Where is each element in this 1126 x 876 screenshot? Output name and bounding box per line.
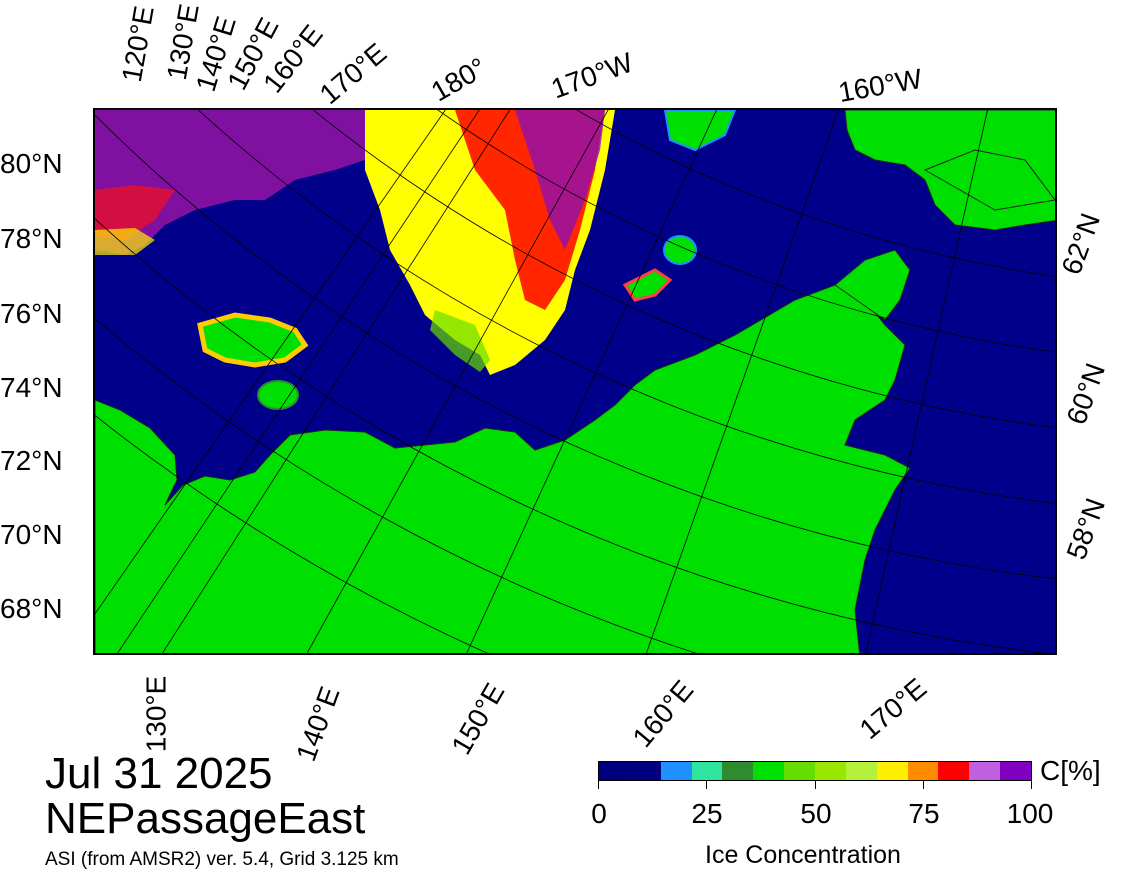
alaska-land-2 xyxy=(923,149,1055,211)
ice-north-right xyxy=(663,110,737,152)
central-ice-purple xyxy=(515,110,605,250)
lat-label-72n: 72°N xyxy=(0,445,63,476)
lat-label-76n: 76°N xyxy=(0,298,63,329)
colorbar-segment xyxy=(691,762,723,780)
colorbar-segment xyxy=(876,762,908,780)
lon-label-bottom-130e: 130°E xyxy=(140,675,172,753)
colorbar-segment xyxy=(753,762,785,780)
colorbar-tick-75: 75 xyxy=(908,798,940,829)
lat-label-58n: 58°N xyxy=(1060,494,1112,564)
colorbar-segment xyxy=(845,762,877,780)
ice-concentration-map xyxy=(93,108,1057,655)
arctic-ice-topleft xyxy=(95,110,415,255)
region-label: NEPassageEast xyxy=(45,794,366,843)
lat-label-80n: 80°N xyxy=(0,148,63,179)
arctic-ice-topleft-yellow xyxy=(95,228,155,255)
longitude-line xyxy=(95,110,446,615)
lat-label-78n: 78°N xyxy=(0,223,63,254)
lat-label-70n: 70°N xyxy=(0,519,63,550)
lon-label-bottom-140e: 140°E xyxy=(290,682,346,766)
lon-label-bottom-170e: 170°E xyxy=(853,672,933,746)
source-label: ASI (from AMSR2) ver. 5.4, Grid 3.125 km xyxy=(45,849,399,870)
colorbar-segment xyxy=(907,762,939,780)
colorbar-segment xyxy=(784,762,816,780)
colorbar-unit: C[%] xyxy=(1040,755,1101,786)
colorbar-segment xyxy=(629,762,661,780)
siberia-land xyxy=(95,284,911,653)
graticule xyxy=(95,110,1055,653)
colorbar-segment xyxy=(1000,762,1032,780)
lon-label-180: 180° xyxy=(425,51,492,108)
longitude-line xyxy=(117,110,480,653)
colorbar xyxy=(598,761,1032,781)
lat-label-62n: 62°N xyxy=(1055,209,1107,279)
colorbar-segment xyxy=(938,762,970,780)
lon-label-170w: 170°W xyxy=(547,46,637,105)
arctic-ice-topleft-red xyxy=(95,185,175,240)
lon-label-160w: 160°W xyxy=(835,62,925,109)
longitude-line xyxy=(466,110,717,653)
colorbar-segment xyxy=(722,762,754,780)
colorbar-tickmark xyxy=(1031,781,1032,789)
colorbar-tickmark xyxy=(598,781,599,789)
colorbar-title: Ice Concentration xyxy=(705,841,901,869)
colorbar-tickmark xyxy=(923,781,924,789)
central-ice-green xyxy=(430,310,490,372)
lon-label-120e: 120°E xyxy=(115,3,160,85)
lat-label-74n: 74°N xyxy=(0,372,63,403)
longitude-line xyxy=(645,110,839,653)
lon-label-bottom-160e: 160°E xyxy=(626,674,700,753)
colorbar-segment xyxy=(660,762,692,780)
wrangel-island xyxy=(622,268,673,302)
map-canvas xyxy=(95,110,1055,653)
colorbar-tick-100: 100 xyxy=(1006,798,1054,829)
colorbar-segment xyxy=(969,762,1001,780)
colorbar-segment xyxy=(815,762,846,780)
colorbar-tick-0: 0 xyxy=(591,798,607,829)
colorbar-tick-25: 25 xyxy=(691,798,723,829)
longitude-line xyxy=(865,110,988,653)
colorbar-tick-50: 50 xyxy=(800,798,832,829)
lyakhovsky-island xyxy=(257,380,299,410)
date-label: Jul 31 2025 xyxy=(45,749,273,798)
lon-label-bottom-150e: 150°E xyxy=(445,677,511,760)
colorbar-tickmark xyxy=(706,781,707,789)
lat-label-60n: 60°N xyxy=(1060,359,1112,429)
herald-island xyxy=(663,235,697,265)
lon-label-170e: 170°E xyxy=(313,37,393,111)
longitude-line xyxy=(162,110,511,653)
chukotka-land xyxy=(834,249,911,321)
colorbar-segment xyxy=(599,762,630,780)
longitude-line xyxy=(306,110,609,653)
lat-label-68n: 68°N xyxy=(0,593,63,624)
colorbar-tickmark xyxy=(815,781,816,789)
